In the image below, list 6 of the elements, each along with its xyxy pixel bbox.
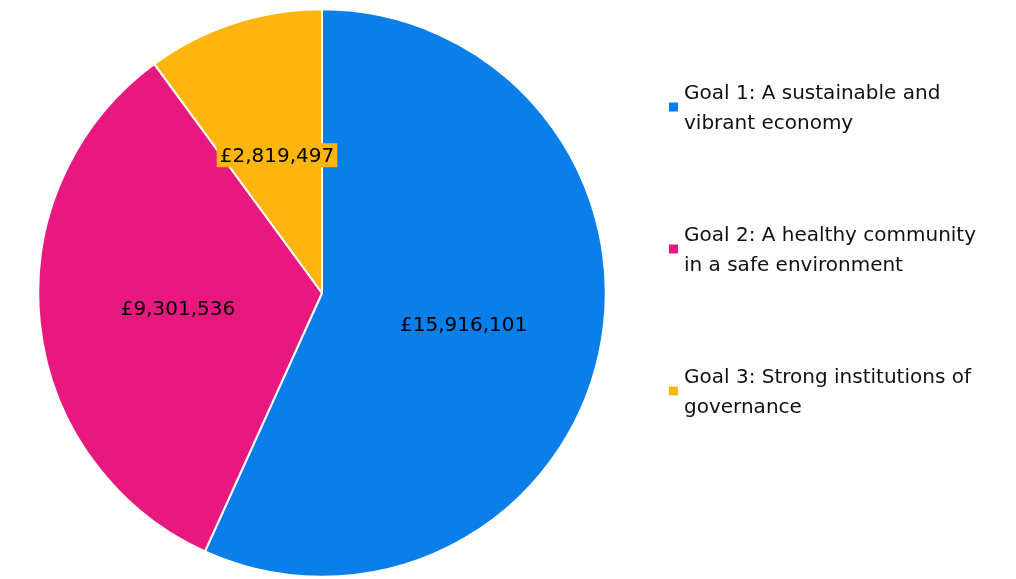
data-label: £2,819,497: [219, 143, 335, 168]
legend-label: Goal 3: Strong institutions of governance: [684, 364, 978, 418]
data-label: £9,301,536: [120, 295, 236, 320]
legend-label: Goal 2: A healthy community in a safe environment: [684, 222, 983, 276]
legend-label: Goal 1: A sustainable and vibrant economy: [684, 80, 947, 134]
data-label: £15,916,101: [399, 311, 528, 336]
